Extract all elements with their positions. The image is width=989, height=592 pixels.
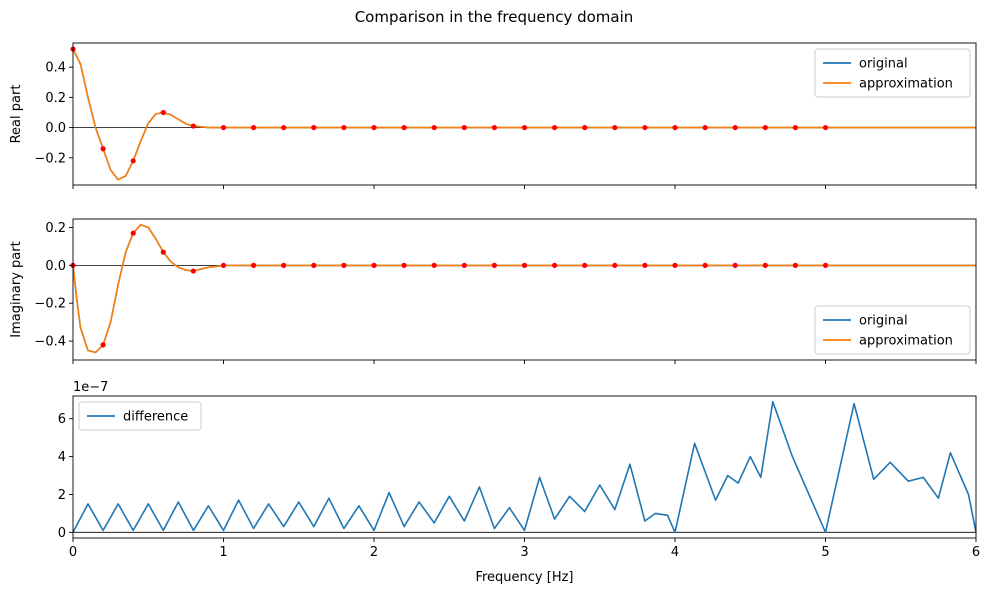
real-part-axes: −0.2 0.0 0.2 0.4 Real part original approximat… xyxy=(9,42,977,189)
sample-point xyxy=(281,124,287,131)
sample-point xyxy=(311,124,317,131)
sample-point xyxy=(732,124,738,131)
sample-point xyxy=(792,124,799,131)
sample-point xyxy=(311,262,317,268)
y-tick-label: 0 xyxy=(58,526,66,541)
chart-title: Comparison in the frequency domain xyxy=(355,8,634,26)
sample-point xyxy=(552,262,558,268)
sample-point xyxy=(401,262,407,268)
x-tick-label: 2 xyxy=(370,545,378,560)
legend-label: approximation xyxy=(859,77,953,92)
x-tick-label: 6 xyxy=(972,545,980,560)
y-axis-label: Real part xyxy=(9,85,24,144)
sample-point xyxy=(220,262,227,268)
imaginary-part-axes: −0.4 −0.2 0.0 0.2 Imaginary part original appr… xyxy=(9,218,977,364)
sample-point xyxy=(521,124,528,131)
sample-point xyxy=(491,262,497,268)
y-tick-label: 0.4 xyxy=(45,61,66,76)
sample-point xyxy=(130,230,136,236)
x-tick-label: 3 xyxy=(520,545,528,560)
y-tick-label: 2 xyxy=(58,488,66,503)
sample-point xyxy=(401,124,407,131)
sample-point xyxy=(100,342,106,348)
sample-point xyxy=(792,262,799,268)
y-axis-label: Imaginary part xyxy=(9,241,24,337)
sample-point xyxy=(431,124,437,131)
sample-point xyxy=(251,124,257,131)
sample-point xyxy=(251,262,257,268)
sample-point xyxy=(160,109,166,116)
legend-label: approximation xyxy=(859,334,953,349)
y-tick-label: −0.4 xyxy=(34,335,66,350)
x-tick-label: 5 xyxy=(821,545,829,560)
x-tick-label: 1 xyxy=(219,545,227,560)
sample-point xyxy=(582,124,588,131)
sample-point xyxy=(822,262,829,268)
legend: original approximation xyxy=(814,48,971,98)
sample-point xyxy=(822,124,829,131)
y-tick-label: 0.2 xyxy=(45,221,66,236)
sample-point xyxy=(521,262,528,268)
x-tick-label: 0 xyxy=(69,545,77,560)
sample-point xyxy=(190,268,196,274)
legend-label: difference xyxy=(123,410,188,425)
sample-point xyxy=(160,249,166,255)
legend-box xyxy=(78,401,202,431)
sample-point xyxy=(732,262,738,268)
x-tick-label: 4 xyxy=(671,545,679,560)
sample-point xyxy=(702,262,708,268)
y-tick-label: 0.0 xyxy=(45,121,66,136)
sample-point xyxy=(612,124,618,131)
sample-point xyxy=(190,123,196,129)
y-tick-label: −0.2 xyxy=(34,151,66,166)
x-axis-label: Frequency [Hz] xyxy=(475,570,573,585)
y-tick-label: 4 xyxy=(58,450,66,465)
y-offset-label: 1e−7 xyxy=(73,380,108,395)
sample-point xyxy=(461,124,467,131)
sample-point xyxy=(281,262,287,268)
y-tick-label: −0.2 xyxy=(34,297,66,312)
sample-point xyxy=(371,262,377,268)
sample-point xyxy=(762,124,768,131)
sample-point xyxy=(130,158,136,164)
legend-box xyxy=(814,48,971,98)
sample-point xyxy=(100,146,106,152)
sample-point xyxy=(642,262,648,268)
sample-point xyxy=(431,262,437,268)
sample-point xyxy=(672,124,678,131)
sample-point xyxy=(552,124,558,131)
difference-axes: 0 1 2 3 4 5 6 0 2 4 6 Frequency [Hz] 1e−7 difference xyxy=(58,380,980,585)
sample-point xyxy=(220,124,227,131)
sample-point xyxy=(642,124,648,131)
sample-point xyxy=(762,262,768,268)
legend: difference xyxy=(78,401,202,431)
y-tick-label: 6 xyxy=(58,412,66,427)
sample-point xyxy=(612,262,618,268)
sample-point xyxy=(582,262,588,268)
sample-point xyxy=(461,262,467,268)
sample-point xyxy=(341,262,347,268)
y-tick-label: 0.0 xyxy=(45,259,66,274)
legend: original approximation xyxy=(814,305,971,355)
sample-point xyxy=(371,124,377,131)
series-line-difference xyxy=(72,400,977,534)
y-tick-label: 0.2 xyxy=(45,91,66,106)
legend-label: original xyxy=(859,314,908,329)
sample-point xyxy=(672,262,678,268)
sample-point xyxy=(341,124,347,131)
sample-point xyxy=(491,124,497,131)
legend-box xyxy=(814,305,971,355)
sample-point xyxy=(702,124,708,131)
legend-label: original xyxy=(859,57,908,72)
